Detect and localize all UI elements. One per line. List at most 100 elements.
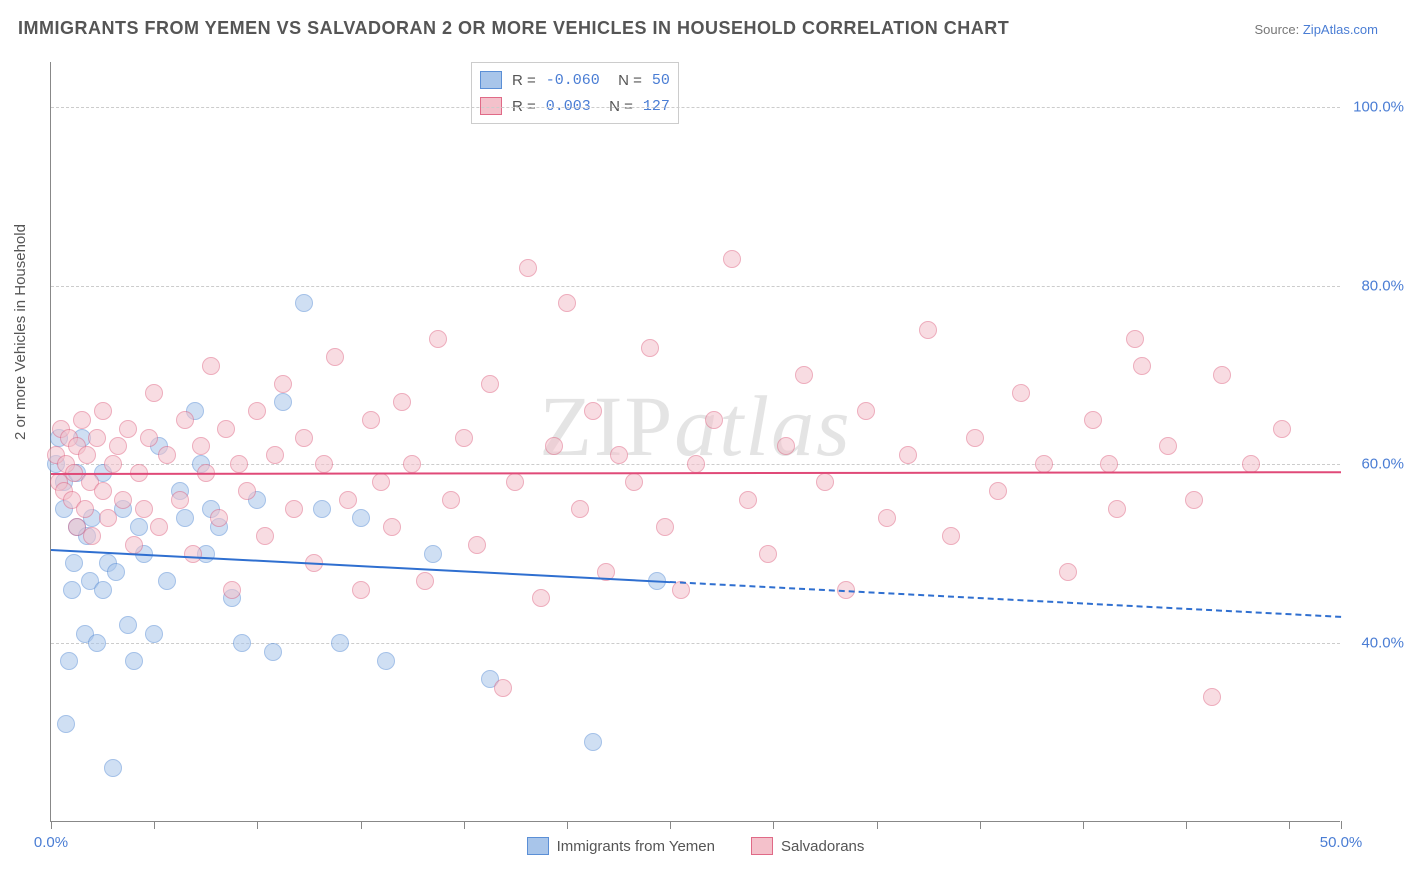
data-point-salvadorans [403,455,421,473]
data-point-salvadorans [78,446,96,464]
data-point-salvadorans [468,536,486,554]
data-point-salvadorans [989,482,1007,500]
data-point-salvadorans [455,429,473,447]
data-point-yemen [274,393,292,411]
gridline-h [51,286,1340,287]
data-point-salvadorans [429,330,447,348]
data-point-salvadorans [362,411,380,429]
swatch-yemen [527,837,549,855]
data-point-salvadorans [223,581,241,599]
x-tick [1341,821,1342,829]
data-point-salvadorans [94,482,112,500]
data-point-yemen [119,616,137,634]
data-point-salvadorans [109,437,127,455]
data-point-salvadorans [739,491,757,509]
data-point-salvadorans [481,375,499,393]
data-point-salvadorans [1203,688,1221,706]
y-axis-label: 2 or more Vehicles in Household [12,224,29,440]
data-point-salvadorans [285,500,303,518]
data-point-salvadorans [1012,384,1030,402]
data-point-salvadorans [442,491,460,509]
data-point-salvadorans [1133,357,1151,375]
swatch-yemen [480,71,502,89]
data-point-salvadorans [545,437,563,455]
data-point-salvadorans [76,500,94,518]
data-point-salvadorans [94,402,112,420]
data-point-salvadorans [238,482,256,500]
data-point-salvadorans [519,259,537,277]
swatch-salvadorans [751,837,773,855]
legend-item-salvadorans: Salvadorans [751,837,864,855]
data-point-yemen [65,554,83,572]
data-point-salvadorans [114,491,132,509]
trend-line [670,581,1341,618]
data-point-salvadorans [125,536,143,554]
source-prefix: Source: [1254,22,1302,37]
data-point-salvadorans [705,411,723,429]
data-point-salvadorans [119,420,137,438]
data-point-salvadorans [295,429,313,447]
x-tick [464,821,465,829]
y-tick-label: 80.0% [1348,277,1404,294]
data-point-salvadorans [326,348,344,366]
data-point-salvadorans [210,509,228,527]
x-tick [980,821,981,829]
x-tick [257,821,258,829]
data-point-yemen [125,652,143,670]
data-point-yemen [57,715,75,733]
data-point-salvadorans [150,518,168,536]
x-tick [361,821,362,829]
data-point-salvadorans [571,500,589,518]
data-point-yemen [264,643,282,661]
data-point-salvadorans [532,589,550,607]
data-point-yemen [145,625,163,643]
x-tick [670,821,671,829]
data-point-yemen [176,509,194,527]
data-point-salvadorans [610,446,628,464]
data-point-salvadorans [315,455,333,473]
r-label: R = [512,72,536,89]
data-point-salvadorans [899,446,917,464]
data-point-salvadorans [857,402,875,420]
chart-title: IMMIGRANTS FROM YEMEN VS SALVADORAN 2 OR… [18,18,1009,39]
data-point-salvadorans [274,375,292,393]
data-point-yemen [377,652,395,670]
data-point-salvadorans [878,509,896,527]
data-point-salvadorans [217,420,235,438]
y-tick-label: 60.0% [1348,456,1404,473]
data-point-salvadorans [184,545,202,563]
r-value-yemen: -0.060 [546,72,600,89]
correlation-stats-box: R = -0.060 N = 50 R = 0.003 N = 127 [471,62,679,124]
data-point-salvadorans [393,393,411,411]
x-tick [154,821,155,829]
data-point-salvadorans [248,402,266,420]
data-point-salvadorans [140,429,158,447]
data-point-salvadorans [202,357,220,375]
data-point-yemen [130,518,148,536]
x-tick [1083,821,1084,829]
source-link[interactable]: ZipAtlas.com [1303,22,1378,37]
x-tick-label: 0.0% [34,834,68,851]
data-point-salvadorans [919,321,937,339]
data-point-salvadorans [966,429,984,447]
data-point-salvadorans [383,518,401,536]
data-point-salvadorans [777,437,795,455]
y-tick-label: 100.0% [1348,98,1404,115]
data-point-salvadorans [1059,563,1077,581]
n-label: N = [610,72,642,89]
y-tick-label: 40.0% [1348,635,1404,652]
data-point-salvadorans [506,473,524,491]
data-point-salvadorans [339,491,357,509]
legend-label-yemen: Immigrants from Yemen [557,838,715,855]
bottom-legend: Immigrants from Yemen Salvadorans [51,837,1340,855]
data-point-salvadorans [641,339,659,357]
data-point-salvadorans [1159,437,1177,455]
trend-line [51,471,1341,475]
data-point-salvadorans [266,446,284,464]
data-point-salvadorans [135,500,153,518]
data-point-salvadorans [1108,500,1126,518]
data-point-yemen [158,572,176,590]
data-point-salvadorans [352,581,370,599]
data-point-yemen [94,581,112,599]
x-tick [51,821,52,829]
